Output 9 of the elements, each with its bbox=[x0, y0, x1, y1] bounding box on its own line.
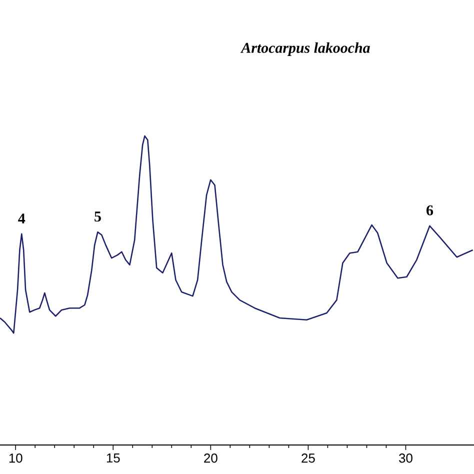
chart-title: Artocarpus lakoocha bbox=[240, 42, 370, 56]
annotation: 5 bbox=[94, 212, 101, 222]
x-tick-label: 15 bbox=[106, 454, 120, 463]
x-tick-label: 25 bbox=[302, 454, 315, 463]
annotation: 4 bbox=[18, 214, 26, 224]
x-tick-label: 20 bbox=[204, 454, 218, 463]
x-tick-label: 10 bbox=[9, 454, 22, 463]
annotation: 6 bbox=[426, 205, 434, 216]
x-tick-label: 30 bbox=[399, 454, 412, 463]
